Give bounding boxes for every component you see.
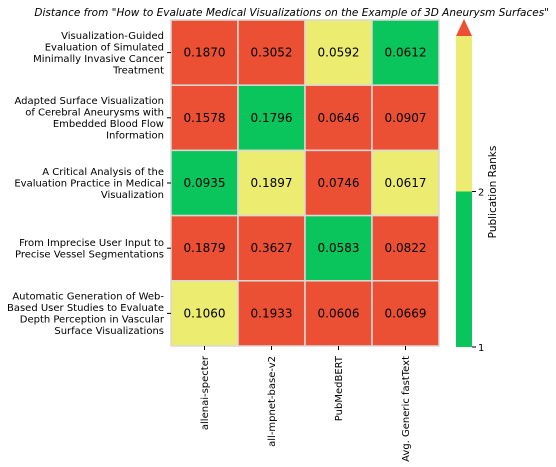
- row-label: From Imprecise User Input to Precise Vess…: [15, 238, 164, 261]
- cell-value-label: 0.0583: [318, 241, 360, 255]
- cell-value-label: 0.1897: [251, 176, 293, 190]
- colorbar-extend-arrow: [456, 19, 472, 36]
- heatmap-cell: [237, 84, 306, 152]
- cell-value-label: 0.0606: [318, 306, 360, 320]
- column-labels: allenai-specter all-mpnet-base-v2 PubMedBE…: [200, 346, 412, 462]
- cell-value-label: 0.1578: [184, 111, 226, 125]
- cell-value-label: 0.0612: [385, 46, 427, 60]
- colorbar-tick-label: 1: [478, 343, 484, 354]
- colorbar-segment: [456, 191, 472, 347]
- colorbar-label: Publication Ranks: [487, 146, 499, 239]
- heatmap-cell: [237, 149, 306, 217]
- cell-value-label: 0.0646: [318, 111, 360, 125]
- cell-value-label: 0.1870: [184, 46, 226, 60]
- column-label: PubMedBERT: [334, 355, 345, 421]
- cell-value-label: 0.1796: [251, 111, 293, 125]
- row-label: Visualization-Guided Evaluation of Simula…: [33, 31, 165, 77]
- heatmap-cell: [237, 19, 306, 86]
- heatmap-cell: [371, 214, 440, 282]
- row-label: A Critical Analysis of the Evaluation Pra…: [14, 167, 164, 201]
- cell-value-label: 0.0935: [184, 176, 226, 190]
- column-label: allenai-specter: [200, 355, 211, 430]
- row-label: Automatic Generation of Web-Based User S…: [7, 292, 165, 338]
- column-label: Avg. Generic fastText: [401, 356, 412, 462]
- heatmap-cell: [237, 280, 306, 347]
- heatmap-cell: [371, 84, 440, 152]
- heatmap-cell: [237, 214, 306, 282]
- column-label: all-mpnet-base-v2: [267, 356, 278, 447]
- cell-value-label: 0.0746: [318, 176, 360, 190]
- cell-value-label: 0.3052: [251, 46, 293, 60]
- cell-value-label: 0.0617: [385, 176, 427, 190]
- cell-value-label: 0.0669: [385, 306, 427, 320]
- heatmap-cells: 0.1870 0.3052 0.0592 0.0612 0.1578 0.1796 0.06…: [170, 19, 440, 347]
- colorbar-tick-label: 2: [478, 188, 484, 199]
- cell-value-label: 0.3627: [251, 241, 293, 255]
- heatmap-cell: [371, 19, 440, 86]
- cell-value-label: 0.0592: [318, 46, 360, 60]
- colorbar: 12: [456, 19, 484, 354]
- row-labels: Visualization-Guided Evaluation of Simula…: [7, 31, 171, 337]
- cell-value-label: 0.0822: [385, 241, 427, 255]
- cell-value-label: 0.1879: [184, 241, 226, 255]
- heatmap-cell: [371, 149, 440, 217]
- colorbar-segment: [456, 36, 472, 192]
- heatmap-cell: [170, 19, 239, 86]
- row-label: Adapted Surface Visualization of Cerebral…: [14, 96, 164, 142]
- cell-value-label: 0.1933: [251, 306, 293, 320]
- cell-value-label: 0.0907: [385, 111, 427, 125]
- heatmap-cell: [304, 280, 373, 347]
- chart-title: Distance from "How to Evaluate Medical V…: [34, 7, 549, 19]
- heatmap-cell: [371, 280, 440, 347]
- cell-value-label: 0.1060: [184, 306, 226, 320]
